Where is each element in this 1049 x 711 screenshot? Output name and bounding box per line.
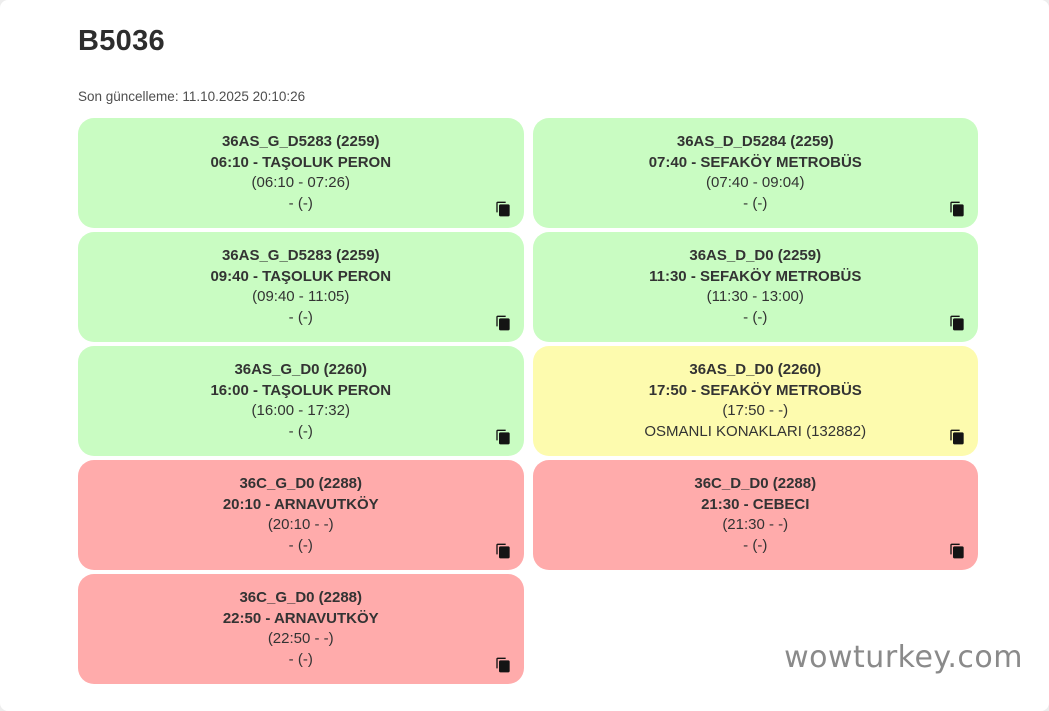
- trip-departure-destination: 06:10 - TAŞOLUK PERON: [210, 153, 392, 171]
- trip-departure-destination: 07:40 - SEFAKÖY METROBÜS: [648, 153, 862, 171]
- trip-departure-destination: 16:00 - TAŞOLUK PERON: [210, 381, 392, 399]
- trip-extra-info: OSMANLI KONAKLARI (132882): [644, 422, 867, 440]
- trip-id: 36AS_D_D0 (2259): [689, 247, 822, 264]
- trip-time-range: (22:50 - -): [267, 630, 334, 647]
- trip-card: 36AS_D_D0 (2260) 17:50 - SEFAKÖY METROBÜ…: [532, 346, 978, 456]
- page-title: B5036: [78, 25, 165, 57]
- trip-departure-destination: 21:30 - CEBECI: [701, 495, 810, 513]
- copy-icon: [495, 543, 511, 559]
- copy-icon: [949, 543, 965, 559]
- copy-icon: [495, 201, 511, 217]
- trip-id: 36AS_D_D0 (2260): [689, 361, 822, 378]
- trip-departure-destination: 22:50 - ARNAVUTKÖY: [222, 609, 379, 627]
- trip-id: 36C_D_D0 (2288): [694, 475, 817, 492]
- trip-card: 36AS_G_D5283 (2259) 06:10 - TAŞOLUK PERO…: [78, 118, 524, 228]
- trip-time-range: (07:40 - 09:04): [706, 174, 805, 191]
- copy-button[interactable]: [949, 543, 965, 559]
- copy-button[interactable]: [949, 315, 965, 331]
- trip-time-range: (11:30 - 13:00): [706, 288, 804, 305]
- trip-departure-destination: 11:30 - SEFAKÖY METROBÜS: [649, 267, 862, 285]
- trip-id: 36AS_G_D0 (2260): [234, 361, 368, 378]
- trip-id: 36AS_G_D5283 (2259): [221, 247, 380, 264]
- copy-button[interactable]: [495, 657, 511, 673]
- trip-departure-destination: 09:40 - TAŞOLUK PERON: [210, 267, 392, 285]
- trip-card: 36C_G_D0 (2288) 22:50 - ARNAVUTKÖY (22:5…: [78, 574, 524, 684]
- trip-id: 36C_G_D0 (2288): [239, 475, 363, 492]
- watermark: wowturkey.com: [784, 640, 1023, 675]
- trips-grid: 36AS_G_D5283 (2259) 06:10 - TAŞOLUK PERO…: [78, 118, 978, 684]
- trip-extra-info: - (-): [288, 194, 313, 212]
- trip-extra-info: - (-): [743, 536, 768, 554]
- trip-departure-destination: 17:50 - SEFAKÖY METROBÜS: [648, 381, 862, 399]
- trip-card: 36AS_D_D0 (2259) 11:30 - SEFAKÖY METROBÜ…: [532, 232, 978, 342]
- trip-time-range: (21:30 - -): [722, 516, 789, 533]
- trip-extra-info: - (-): [288, 422, 313, 440]
- copy-icon: [949, 201, 965, 217]
- trip-card: 36AS_D_D5284 (2259) 07:40 - SEFAKÖY METR…: [532, 118, 978, 228]
- last-update-text: Son güncelleme: 11.10.2025 20:10:26: [78, 89, 306, 104]
- trip-extra-info: - (-): [288, 536, 313, 554]
- copy-icon: [495, 429, 511, 445]
- trip-time-range: (06:10 - 07:26): [251, 174, 350, 191]
- copy-icon: [495, 315, 511, 331]
- copy-icon: [949, 315, 965, 331]
- trip-id: 36AS_G_D5283 (2259): [221, 133, 380, 150]
- trip-time-range: (16:00 - 17:32): [251, 402, 350, 419]
- trip-card: 36C_D_D0 (2288) 21:30 - CEBECI (21:30 - …: [532, 460, 978, 570]
- copy-button[interactable]: [949, 201, 965, 217]
- trip-extra-info: - (-): [288, 308, 313, 326]
- trip-time-range: (20:10 - -): [267, 516, 334, 533]
- copy-button[interactable]: [949, 429, 965, 445]
- trip-departure-destination: 20:10 - ARNAVUTKÖY: [222, 495, 379, 513]
- copy-button[interactable]: [495, 315, 511, 331]
- trip-id: 36C_G_D0 (2288): [239, 589, 363, 606]
- copy-button[interactable]: [495, 429, 511, 445]
- copy-icon: [495, 657, 511, 673]
- trip-card: 36AS_G_D5283 (2259) 09:40 - TAŞOLUK PERO…: [78, 232, 524, 342]
- copy-button[interactable]: [495, 543, 511, 559]
- copy-icon: [949, 429, 965, 445]
- trip-time-range: (17:50 - -): [722, 402, 789, 419]
- trip-card: 36C_G_D0 (2288) 20:10 - ARNAVUTKÖY (20:1…: [78, 460, 524, 570]
- trip-extra-info: - (-): [288, 650, 313, 668]
- trip-time-range: (09:40 - 11:05): [252, 288, 350, 305]
- trip-extra-info: - (-): [743, 194, 768, 212]
- trip-id: 36AS_D_D5284 (2259): [676, 133, 834, 150]
- copy-button[interactable]: [495, 201, 511, 217]
- trip-card: 36AS_G_D0 (2260) 16:00 - TAŞOLUK PERON (…: [78, 346, 524, 456]
- trip-extra-info: - (-): [743, 308, 768, 326]
